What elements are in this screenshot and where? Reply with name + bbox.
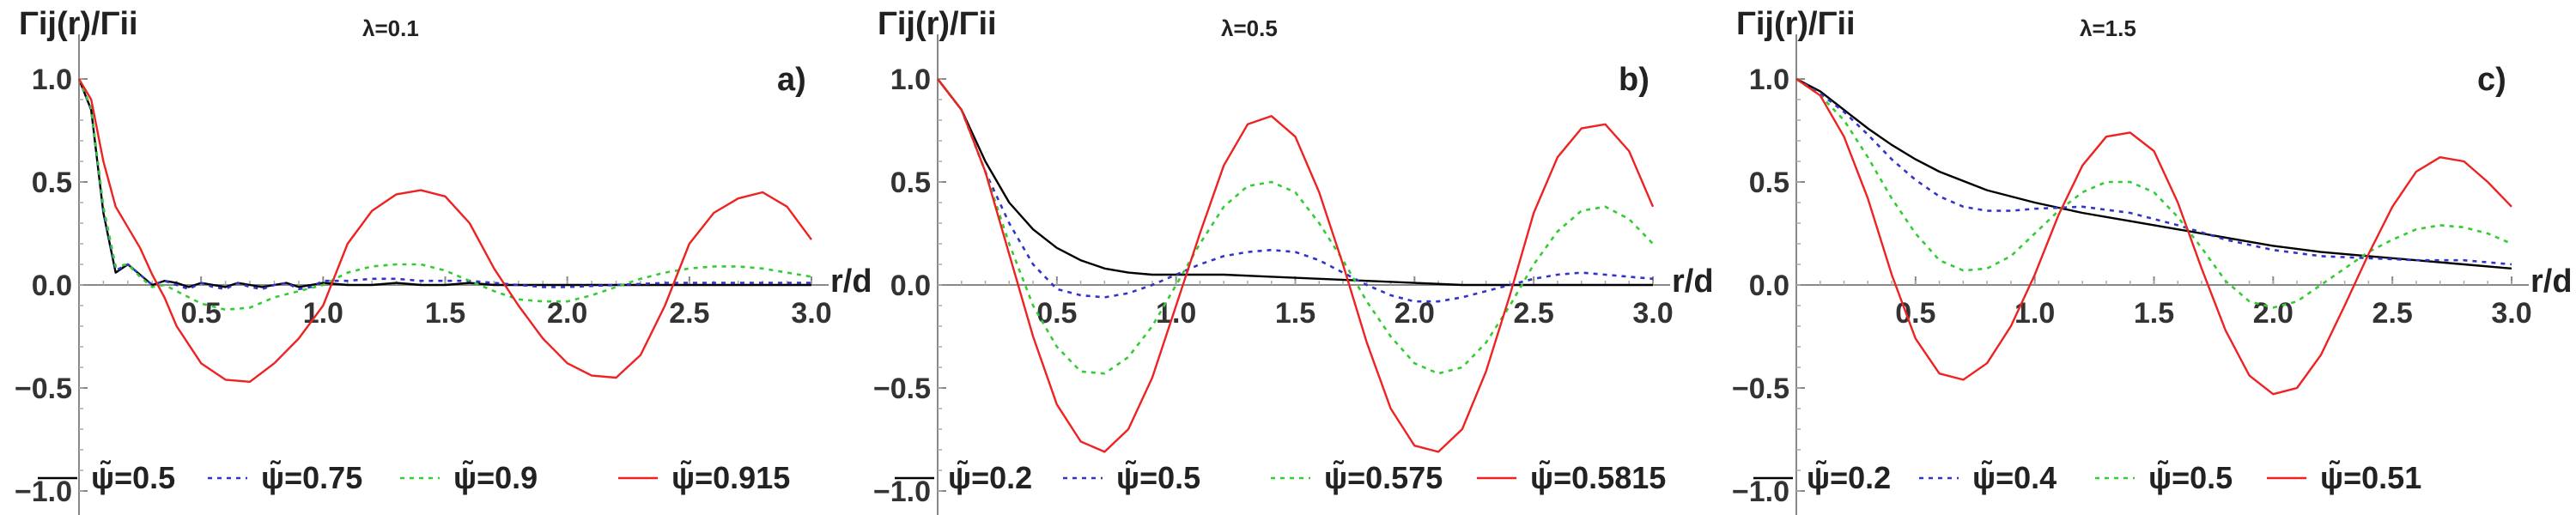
x-tick-label: 3.0 bbox=[791, 297, 831, 330]
y-tick-label: 1.0 bbox=[890, 64, 931, 96]
chart-title: λ=1.5 bbox=[2080, 15, 2136, 41]
y-tick-label: 0.0 bbox=[890, 270, 931, 302]
y-tick-label: 0.5 bbox=[32, 167, 72, 199]
legend-label: ψ̃=0.51 bbox=[2320, 459, 2421, 495]
series-line-1 bbox=[1795, 77, 2512, 266]
x-tick-label: 2.5 bbox=[669, 297, 709, 330]
legend-label: ψ̃=0.915 bbox=[671, 459, 790, 495]
panel-label: b) bbox=[1619, 62, 1649, 98]
y-axis-label: Γij(r)/Γii bbox=[19, 6, 138, 42]
x-tick-label: 2.0 bbox=[2253, 297, 2293, 330]
y-tick-label: −1.0 bbox=[15, 476, 72, 508]
legend-label: ψ̃=0.575 bbox=[1324, 459, 1443, 495]
y-tick-label: 1.0 bbox=[32, 64, 72, 96]
legend-label: ψ̃=0.5 bbox=[2148, 459, 2233, 495]
x-tick-label: 0.5 bbox=[181, 297, 222, 330]
legend-label: ψ̃=0.2 bbox=[1807, 459, 1891, 495]
x-tick-label: 0.5 bbox=[1036, 297, 1077, 330]
panel-b: 1.00.50.0−0.5−1.00.5 1.0 1.5 2.0 2.5 3.0Γij(r… bbox=[873, 6, 1714, 515]
legend-label: ψ̃=0.4 bbox=[1972, 459, 2057, 495]
series-line-2 bbox=[77, 78, 812, 312]
panel-label: a) bbox=[777, 62, 806, 98]
panel-c: 1.00.50.0−0.5−1.00.5 1.0 1.5 2.0 2.5 3.0Γij(r… bbox=[1732, 6, 2573, 515]
y-tick-label: −0.5 bbox=[1732, 373, 1789, 405]
x-tick-label: 3.0 bbox=[1632, 297, 1673, 330]
legend-label: ψ̃=0.5 bbox=[1116, 459, 1200, 495]
series-line-1 bbox=[77, 78, 811, 291]
y-tick-label: 0.5 bbox=[1749, 167, 1789, 199]
x-tick-label: 1.5 bbox=[2134, 297, 2174, 330]
x-axis-label: r/d bbox=[830, 264, 872, 300]
panel-label: c) bbox=[2477, 62, 2506, 98]
y-axis-label: Γij(r)/Γii bbox=[878, 6, 997, 42]
x-axis-label: r/d bbox=[1672, 264, 1714, 300]
y-tick-label: 0.0 bbox=[1749, 270, 1789, 302]
series-line-3 bbox=[1795, 78, 2512, 396]
series-line-2 bbox=[936, 78, 1654, 375]
series-line-0 bbox=[77, 78, 811, 288]
y-tick-label: −0.5 bbox=[15, 373, 72, 405]
y-tick-label: 1.0 bbox=[1749, 64, 1789, 96]
series-line-2 bbox=[1795, 77, 2512, 309]
y-tick-label: −0.5 bbox=[873, 373, 931, 405]
legend-label: ψ̃=0.5 bbox=[91, 459, 175, 495]
x-tick-label: 2.5 bbox=[2372, 297, 2413, 330]
legend-label: ψ̃=0.2 bbox=[948, 459, 1032, 495]
series-line-0 bbox=[1795, 77, 2512, 270]
series-line-1 bbox=[936, 78, 1654, 303]
series-line-0 bbox=[937, 78, 1653, 287]
x-axis-label: r/d bbox=[2530, 264, 2573, 300]
x-tick-label: 1.5 bbox=[425, 297, 465, 330]
y-tick-label: 0.5 bbox=[890, 167, 931, 199]
panel-a: 1.00.50.0−0.5−1.00.5 1.0 1.5 2.0 2.5 3.0Γij(r… bbox=[15, 6, 872, 515]
y-axis-label: Γij(r)/Γii bbox=[1736, 6, 1856, 42]
y-tick-label: −1.0 bbox=[873, 476, 931, 508]
x-tick-label: 1.5 bbox=[1275, 297, 1315, 330]
x-tick-label: 2.5 bbox=[1514, 297, 1554, 330]
x-tick-label: 1.0 bbox=[1156, 297, 1196, 330]
chart-title: λ=0.5 bbox=[1221, 15, 1278, 41]
y-tick-label: 0.0 bbox=[32, 270, 72, 302]
x-tick-label: 1.0 bbox=[2014, 297, 2055, 330]
chart-title: λ=0.1 bbox=[362, 15, 419, 41]
x-tick-label: 3.0 bbox=[2491, 297, 2531, 330]
series-line-3 bbox=[937, 78, 1655, 453]
legend-label: ψ̃=0.5815 bbox=[1530, 459, 1666, 495]
series-line-3 bbox=[77, 78, 812, 383]
legend-label: ψ̃=0.75 bbox=[261, 459, 362, 495]
legend-label: ψ̃=0.9 bbox=[453, 459, 538, 495]
y-tick-label: −1.0 bbox=[1732, 476, 1789, 508]
